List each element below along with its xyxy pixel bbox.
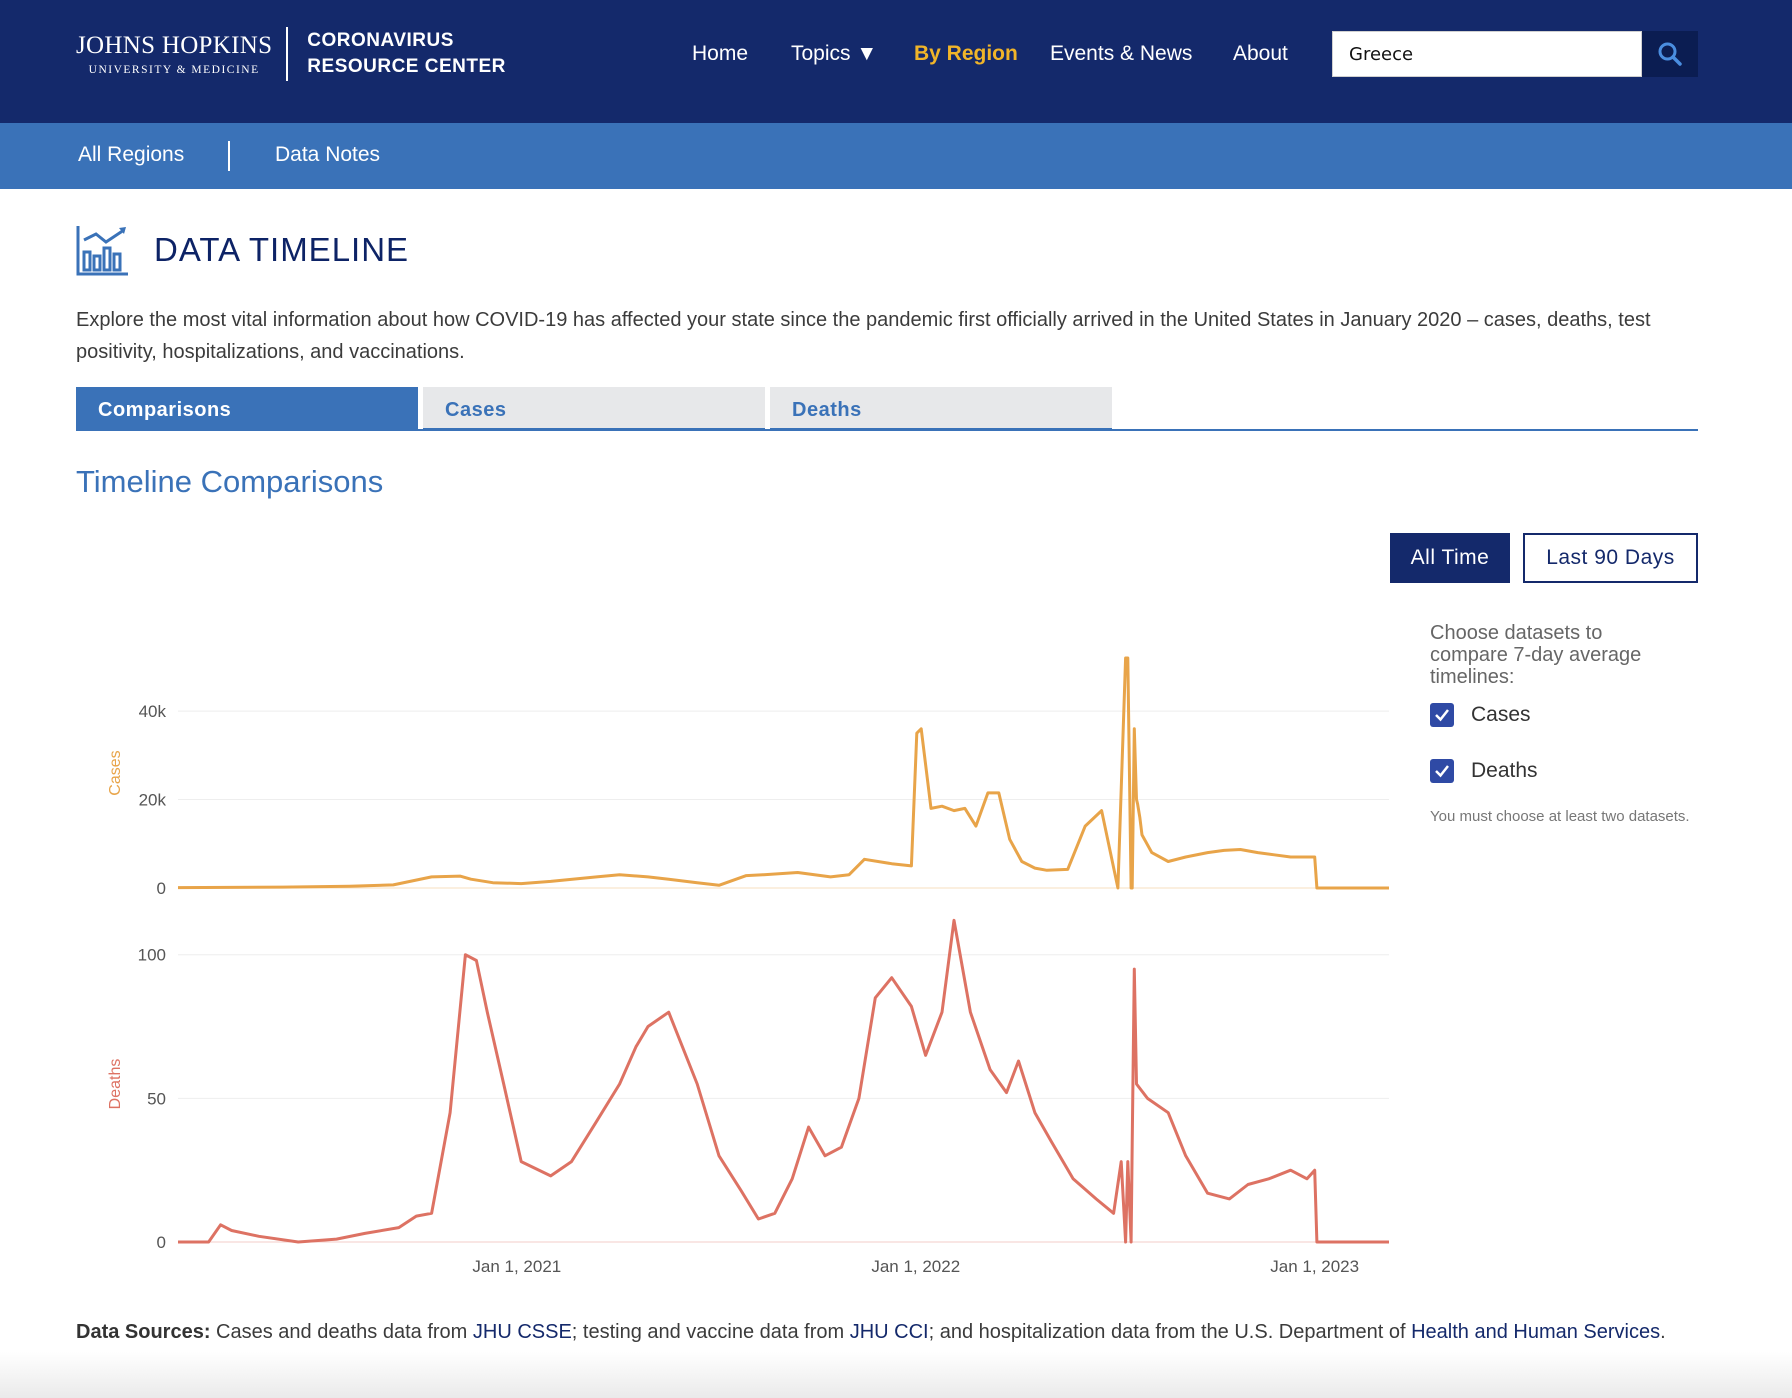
link-jhu-cci[interactable]: JHU CCI <box>849 1321 929 1343</box>
last-90-days-button[interactable]: Last 90 Days <box>1523 533 1698 583</box>
timeline-comparison-chart[interactable]: 0 20k 40k Cases 0 50 100 Deaths Jan 1, 2021 Jan 1… <box>96 570 1396 1280</box>
data-timeline-icon <box>76 226 128 276</box>
page-intro: Explore the most vital information about… <box>76 309 1651 363</box>
dataset-cases-checkbox[interactable]: Cases <box>1430 703 1531 727</box>
x-tick-label: Jan 1, 2023 <box>1270 1257 1359 1276</box>
data-sources-label: Data Sources: <box>76 1321 211 1343</box>
nav-about[interactable]: About <box>1233 42 1288 65</box>
link-hhs[interactable]: Health and Human Services <box>1411 1321 1661 1343</box>
tab-cases[interactable]: Cases <box>423 387 765 431</box>
logo-divider <box>286 27 289 81</box>
all-time-button[interactable]: All Time <box>1390 533 1510 583</box>
y-tick-label: 50 <box>147 1089 166 1108</box>
tab-deaths[interactable]: Deaths <box>770 387 1112 431</box>
search-input[interactable] <box>1332 31 1642 77</box>
data-sources: Data Sources: Cases and deaths data from… <box>76 1316 1716 1348</box>
search-button[interactable] <box>1642 31 1698 77</box>
checkbox-checked-icon <box>1430 703 1454 727</box>
x-tick-label: Jan 1, 2021 <box>472 1257 561 1276</box>
page-header: DATA TIMELINE <box>76 223 409 277</box>
data-sources-text: ; testing and vaccine data from <box>571 1321 850 1343</box>
dataset-deaths-label: Deaths <box>1471 759 1538 782</box>
series-line-deaths <box>178 918 1389 1244</box>
resource-center-line2: RESOURCE CENTER <box>307 56 506 77</box>
checkbox-checked-icon <box>1430 759 1454 783</box>
data-sources-text: . <box>1660 1321 1666 1343</box>
subnav-data-notes[interactable]: Data Notes <box>275 143 381 166</box>
logo-sub-text: UNIVERSITY & MEDICINE <box>88 63 260 76</box>
nav-home[interactable]: Home <box>692 42 749 65</box>
datasets-note: You must choose at least two datasets. <box>1430 808 1690 825</box>
section-title: Timeline Comparisons <box>76 464 384 499</box>
datasets-heading: Choose datasets to compare 7-day average… <box>1430 622 1642 688</box>
search-bar <box>1332 31 1698 77</box>
top-navigation-bar: JOHNS HOPKINS UNIVERSITY & MEDICINE CORO… <box>0 0 1792 123</box>
data-sources-text: ; and hospitalization data from the U.S.… <box>928 1321 1412 1343</box>
page-bottom-fade <box>0 1352 1792 1398</box>
resource-center-line1: CORONAVIRUS <box>307 30 454 51</box>
subnav-all-regions[interactable]: All Regions <box>78 143 185 166</box>
y-axis-title: Deaths <box>107 1059 124 1110</box>
logo-main-text: JOHNS HOPKINS <box>76 31 273 59</box>
subnav-divider <box>228 141 230 171</box>
dataset-cases-label: Cases <box>1471 703 1531 726</box>
page-title: DATA TIMELINE <box>154 231 410 268</box>
tab-comparisons[interactable]: Comparisons <box>76 387 418 431</box>
search-icon <box>1658 42 1682 66</box>
y-tick-label: 0 <box>157 879 166 898</box>
y-axis-title: Cases <box>107 750 124 795</box>
nav-by-region[interactable]: By Region <box>914 42 1018 65</box>
y-tick-label: 20k <box>139 791 167 810</box>
x-tick-label: Jan 1, 2022 <box>871 1257 960 1276</box>
johns-hopkins-logo: JOHNS HOPKINS UNIVERSITY & MEDICINE <box>76 33 272 76</box>
nav-topics[interactable]: Topics ▼ <box>791 42 878 65</box>
y-tick-label: 40k <box>139 702 167 721</box>
y-tick-label: 0 <box>157 1233 166 1252</box>
sub-navigation-bar: All Regions Data Notes <box>0 123 1792 189</box>
series-line-cases <box>177 656 1389 890</box>
nav-events-news[interactable]: Events & News <box>1050 42 1193 65</box>
y-tick-label: 100 <box>138 946 166 965</box>
site-logo[interactable]: JOHNS HOPKINS UNIVERSITY & MEDICINE CORO… <box>76 27 506 81</box>
tab-bar: Comparisons Cases Deaths <box>76 387 1698 431</box>
resource-center-title: CORONAVIRUS RESOURCE CENTER <box>307 28 506 80</box>
dataset-deaths-checkbox[interactable]: Deaths <box>1430 759 1538 783</box>
link-jhu-csse[interactable]: JHU CSSE <box>472 1321 572 1343</box>
data-sources-text: Cases and deaths data from <box>210 1321 473 1343</box>
